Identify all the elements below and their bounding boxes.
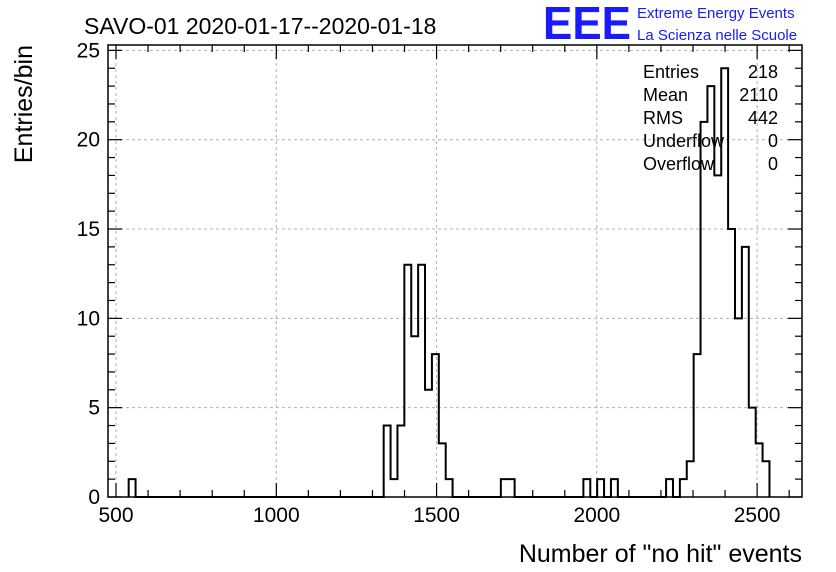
y-tick-label: 0 bbox=[88, 486, 100, 509]
stats-value: 218 bbox=[748, 62, 778, 82]
histogram-bin bbox=[425, 390, 432, 497]
chart-title: SAVO-01 2020-01-17--2020-01-18 bbox=[84, 13, 436, 39]
stats-label: RMS bbox=[643, 108, 683, 128]
histogram-bin bbox=[749, 408, 756, 497]
histogram-bin bbox=[763, 461, 770, 497]
x-tick-label: 1000 bbox=[253, 504, 300, 527]
histogram-bin bbox=[701, 122, 708, 497]
histogram-bin bbox=[583, 479, 590, 497]
histogram-bin bbox=[694, 354, 701, 497]
eee-logo-line1: Extreme Energy Events bbox=[637, 5, 795, 22]
histogram-bin bbox=[384, 426, 391, 497]
y-tick-label: 5 bbox=[88, 397, 100, 420]
y-axis-label: Entries/bin bbox=[10, 45, 38, 163]
y-tick-label: 20 bbox=[77, 129, 100, 152]
histogram-bin bbox=[742, 247, 749, 497]
stats-value: 2110 bbox=[739, 85, 778, 105]
histogram-bin bbox=[508, 479, 515, 497]
histogram-bin bbox=[391, 479, 398, 497]
histogram-bin bbox=[129, 479, 136, 497]
histogram-outline bbox=[127, 67, 771, 498]
stats-value: 0 bbox=[768, 131, 778, 151]
stats-label: Overflow bbox=[643, 154, 715, 174]
stats-box: Entries 218 Mean 2110 RMS 442 Underflow 0 Overfl… bbox=[643, 62, 778, 174]
histogram-bin bbox=[666, 479, 673, 497]
stats-value: 442 bbox=[748, 108, 778, 128]
stats-value: 0 bbox=[768, 154, 778, 174]
histogram-bin bbox=[728, 229, 735, 497]
plot-frame bbox=[107, 44, 803, 498]
histogram-bin bbox=[404, 265, 411, 497]
stats-label: Entries bbox=[643, 62, 699, 82]
x-tick-label: 1500 bbox=[413, 504, 460, 527]
y-tick-label: 25 bbox=[77, 39, 100, 62]
eee-logo-mark: EEE bbox=[543, 0, 631, 49]
x-tick-label: 500 bbox=[98, 504, 133, 527]
histogram-bin bbox=[611, 479, 618, 497]
histogram-bin bbox=[439, 443, 446, 497]
y-tick-label: 10 bbox=[77, 307, 100, 330]
stats-label: Underflow bbox=[643, 131, 725, 151]
stats-label: Mean bbox=[643, 85, 688, 105]
y-axis-ticks: 0 5 10 15 20 25 bbox=[77, 39, 802, 509]
eee-logo-line2: La Scienza nelle Scuole bbox=[637, 27, 797, 44]
histogram-bin bbox=[735, 318, 742, 497]
histogram-bin bbox=[680, 479, 687, 497]
histogram-bin bbox=[418, 265, 425, 497]
histogram-bin bbox=[411, 336, 418, 497]
histogram-bin bbox=[597, 479, 604, 497]
histogram-bin bbox=[446, 479, 453, 497]
grid-lines bbox=[108, 45, 802, 497]
x-axis-label: Number of "no hit" events bbox=[519, 540, 802, 568]
histogram-bin bbox=[714, 175, 721, 497]
histogram-bin bbox=[432, 354, 439, 497]
histogram-bin bbox=[397, 426, 404, 497]
histogram-bin bbox=[501, 479, 508, 497]
x-tick-label: 2500 bbox=[734, 504, 781, 527]
x-axis-ticks: 500 1000 1500 2000 2500 bbox=[98, 45, 790, 527]
y-tick-label: 15 bbox=[77, 218, 100, 241]
x-tick-label: 2000 bbox=[573, 504, 620, 527]
